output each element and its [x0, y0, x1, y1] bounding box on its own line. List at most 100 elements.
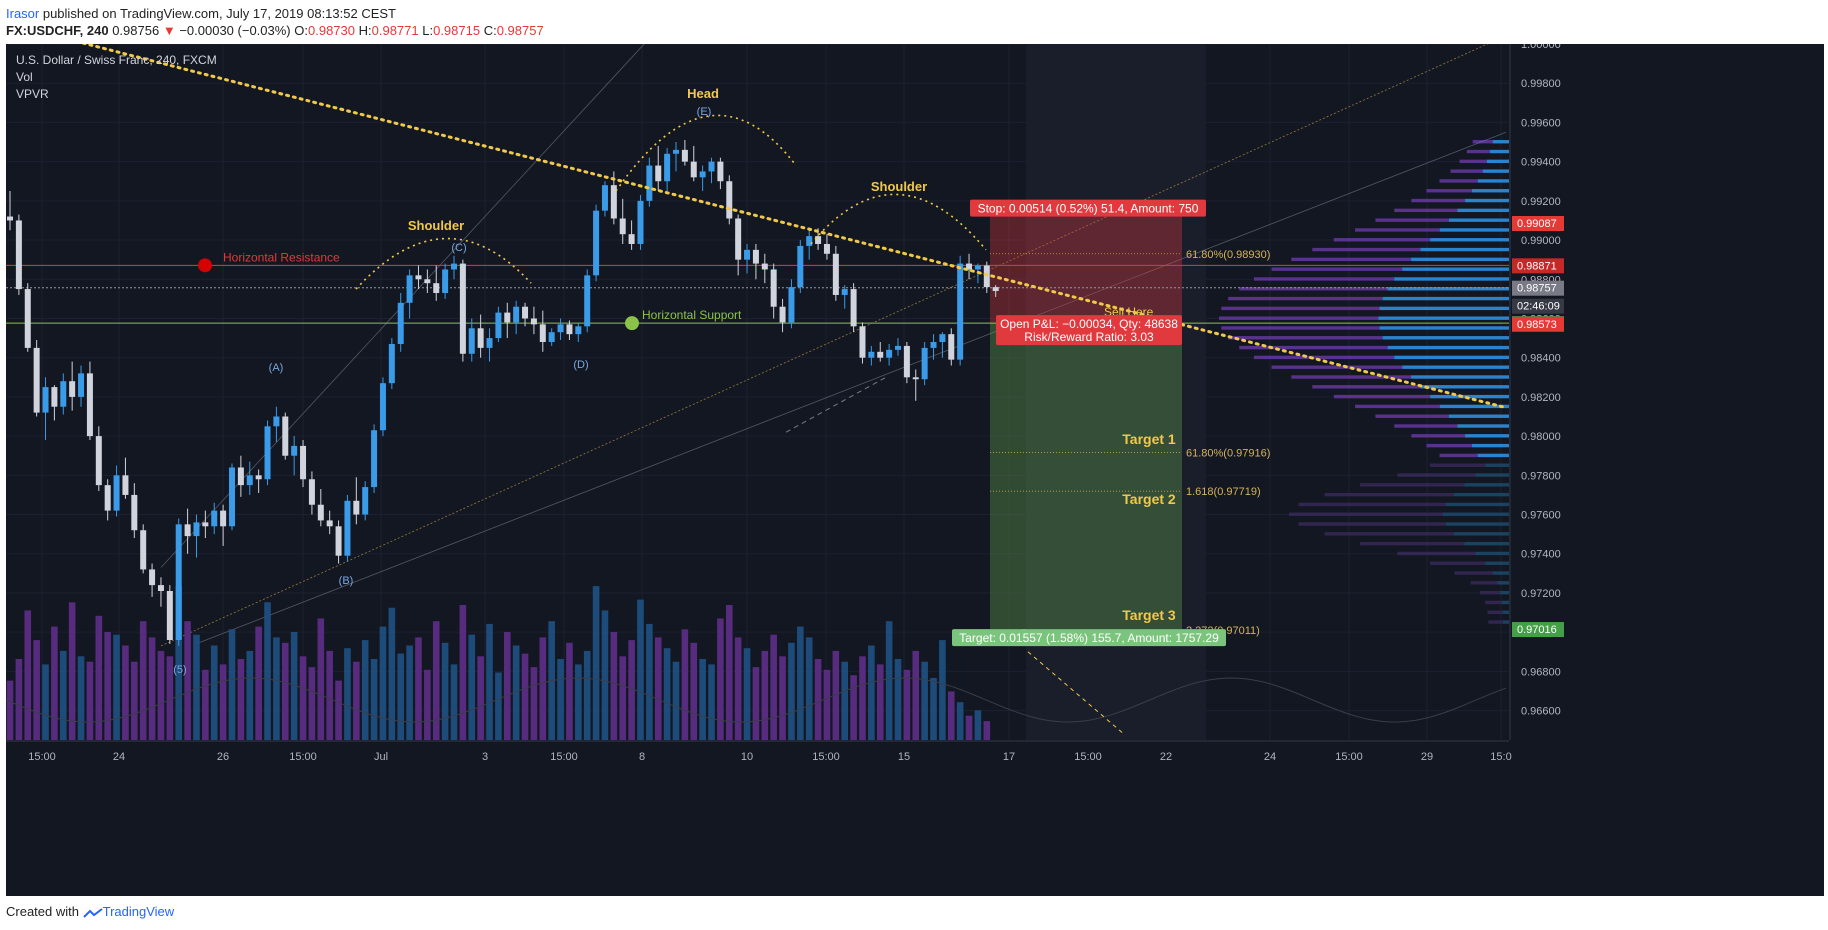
candle-body [424, 279, 431, 284]
price-axis-label: 0.96800 [1521, 666, 1561, 678]
vpvr-bar-down [1221, 306, 1380, 311]
candle-body [601, 185, 608, 211]
last-price: 0.98756 [112, 23, 160, 38]
candle-body [406, 275, 413, 303]
volume-bar [122, 645, 129, 740]
trend-line [195, 131, 1507, 645]
wave-label: (B) [339, 575, 354, 587]
time-axis-label: 15:00 [289, 751, 317, 763]
candle-body [415, 275, 422, 280]
volume-bar [441, 642, 449, 740]
candle-body [806, 236, 813, 246]
candle-body [788, 287, 795, 323]
change-arrow-icon: ▼ [162, 23, 176, 38]
volume-bar [104, 632, 111, 740]
volume-bar [770, 634, 777, 740]
created-with-text: Created with [6, 904, 79, 919]
candle-body [495, 312, 502, 339]
volume-bar [42, 664, 49, 740]
time-axis-label: 15:00 [550, 751, 578, 763]
legend-volume[interactable]: Vol [16, 70, 33, 84]
candle-body [752, 249, 759, 264]
time-axis-label: 26 [217, 751, 229, 763]
volume-bar [219, 664, 227, 740]
volume-bar [77, 656, 85, 740]
fib-label: 61.80%(0.97916) [1186, 448, 1270, 460]
legend-vpvr[interactable]: VPVR [16, 87, 49, 101]
candle-body [877, 351, 884, 358]
vpvr-bar-up [1379, 326, 1509, 330]
wave-label: (D) [573, 359, 588, 371]
candle-body [60, 381, 67, 407]
volume-bar [308, 667, 316, 740]
volume-bar [6, 680, 14, 740]
volume-bar [592, 586, 600, 740]
vpvr-bar-up [1464, 483, 1509, 487]
vpvr-bar-up [1453, 532, 1509, 536]
price-badge [1512, 280, 1564, 296]
left-shoulder-label: Shoulder [408, 218, 464, 233]
volume-bar [805, 637, 813, 740]
vpvr-bar-down [1291, 257, 1412, 262]
author-link[interactable]: Irasor [6, 6, 40, 21]
volume-bar [512, 645, 520, 740]
price-axis-label: 0.99600 [1521, 117, 1561, 129]
price-badge-label: 02:46:09 [1517, 301, 1560, 313]
candle-body [761, 263, 768, 270]
volume-bar [486, 623, 493, 740]
vpvr-bar-down [1394, 208, 1458, 213]
candle-body [24, 289, 31, 348]
legend-title[interactable]: U.S. Dollar / Swiss Franc, 240, FXCM [16, 53, 217, 67]
vpvr-bar-up [1439, 228, 1509, 232]
volume-bar [361, 640, 369, 740]
candle-body [637, 200, 644, 244]
volume-bar [468, 634, 476, 740]
volume-bar [503, 632, 511, 740]
vpvr-bar-down [1459, 159, 1487, 164]
candle-body [33, 347, 40, 413]
vpvr-bar-down [1333, 238, 1431, 242]
vpvr-bar-up [1502, 620, 1509, 624]
volume-bar [947, 691, 955, 740]
vpvr-bar-down [1394, 424, 1458, 428]
time-axis-label: 17 [1003, 751, 1015, 763]
candle-body [78, 373, 85, 397]
target-3-label: Target 3 [1122, 607, 1176, 623]
volume-bar [495, 672, 502, 740]
candle-body [744, 249, 751, 260]
volume-bar [921, 661, 928, 740]
volume-bar [317, 618, 325, 740]
volume-bar [237, 659, 245, 740]
vpvr-bar-up [1500, 590, 1509, 595]
volume-bar [86, 661, 94, 740]
price-axis-label: 0.97600 [1521, 510, 1561, 522]
price-badge [1512, 316, 1564, 332]
target-2-label: Target 2 [1122, 491, 1176, 507]
candle-body [930, 342, 937, 348]
chart-pane[interactable]: Head Shoulder Shoulder Horizontal Resistanc… [6, 44, 1824, 896]
vpvr-bar-down [1426, 189, 1472, 193]
volume-bar [113, 634, 120, 740]
change-value: −0.00030 (−0.03%) [179, 23, 291, 38]
candle-body [86, 373, 93, 437]
volume-bar [290, 632, 298, 740]
candle-body [912, 377, 919, 380]
vpvr-bar-up [1445, 522, 1509, 526]
candle-body [140, 530, 147, 570]
candle-body [175, 524, 182, 641]
volume-bar [24, 610, 32, 740]
candle-body [193, 522, 200, 537]
volume-bar [868, 645, 875, 740]
candle-body [291, 445, 298, 456]
vpvr-bar-down [1228, 296, 1383, 301]
vpvr-bar-down [1360, 541, 1465, 546]
chart-canvas[interactable]: Head Shoulder Shoulder Horizontal Resistanc… [6, 44, 1824, 896]
volume-bar [326, 650, 333, 740]
tradingview-link[interactable]: TradingView [102, 904, 175, 919]
vpvr-bar-up [1477, 179, 1509, 183]
candle-body [983, 265, 990, 288]
price-axis-label: 0.96600 [1521, 706, 1561, 718]
vpvr-bar-up [1394, 277, 1509, 281]
footer: Created with TradingView [6, 904, 174, 919]
head-arc [615, 114, 797, 192]
